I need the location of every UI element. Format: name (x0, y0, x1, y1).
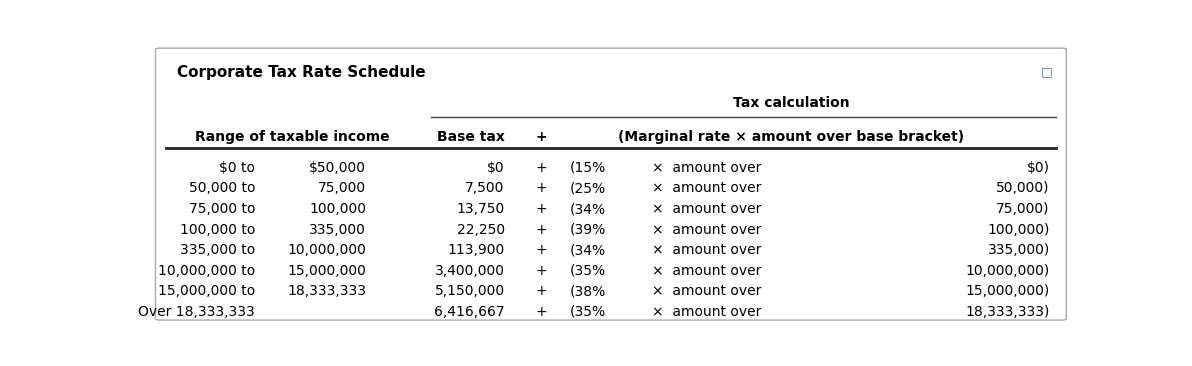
Text: 75,000: 75,000 (318, 182, 366, 195)
FancyBboxPatch shape (155, 48, 1067, 320)
Text: 113,900: 113,900 (447, 243, 504, 257)
Text: +: + (535, 284, 547, 298)
Text: (15%: (15% (570, 161, 606, 175)
Text: $50,000: $50,000 (309, 161, 366, 175)
Text: 22,250: 22,250 (457, 223, 504, 236)
Text: 100,000): 100,000) (987, 223, 1050, 236)
Text: 13,750: 13,750 (457, 202, 504, 216)
Text: (34%: (34% (570, 243, 606, 257)
Text: 7,500: 7,500 (465, 182, 504, 195)
Text: (25%: (25% (570, 182, 606, 195)
Text: +: + (535, 202, 547, 216)
Text: +: + (535, 243, 547, 257)
Text: 15,000,000: 15,000,000 (287, 264, 366, 278)
Text: ×  amount over: × amount over (652, 182, 762, 195)
Text: 5,150,000: 5,150,000 (435, 284, 504, 298)
Text: 50,000): 50,000) (997, 182, 1050, 195)
Text: 50,000 to: 50,000 to (188, 182, 255, 195)
Text: +: + (535, 223, 547, 236)
Text: (Marginal rate × amount over base bracket): (Marginal rate × amount over base bracke… (617, 130, 964, 144)
Text: 75,000 to: 75,000 to (188, 202, 255, 216)
Text: ×  amount over: × amount over (652, 305, 762, 319)
Text: Over 18,333,333: Over 18,333,333 (138, 305, 255, 319)
Text: Base tax: Base tax (436, 130, 504, 144)
Text: 10,000,000 to: 10,000,000 to (159, 264, 255, 278)
Text: 100,000 to: 100,000 to (180, 223, 255, 236)
Text: □: □ (1041, 65, 1053, 78)
Text: (35%: (35% (570, 264, 606, 278)
Text: 335,000): 335,000) (987, 243, 1050, 257)
Text: 10,000,000: 10,000,000 (287, 243, 366, 257)
Text: (35%: (35% (570, 305, 606, 319)
Text: +: + (535, 264, 547, 278)
Text: 100,000: 100,000 (309, 202, 366, 216)
Text: ×  amount over: × amount over (652, 161, 762, 175)
Text: +: + (535, 161, 547, 175)
Text: 18,333,333: 18,333,333 (287, 284, 366, 298)
Text: $0): $0) (1026, 161, 1050, 175)
Text: 10,000,000): 10,000,000) (966, 264, 1050, 278)
Text: Corporate Tax Rate Schedule: Corporate Tax Rate Schedule (176, 65, 426, 80)
Text: 18,333,333): 18,333,333) (966, 305, 1050, 319)
Text: (38%: (38% (570, 284, 606, 298)
Text: (39%: (39% (570, 223, 606, 236)
Text: ×  amount over: × amount over (652, 202, 762, 216)
Text: ×  amount over: × amount over (652, 243, 762, 257)
Text: 335,000: 335,000 (309, 223, 366, 236)
Text: +: + (535, 305, 547, 319)
Text: 75,000): 75,000) (997, 202, 1050, 216)
Text: 335,000 to: 335,000 to (180, 243, 255, 257)
Text: $0 to: $0 to (219, 161, 255, 175)
Text: 3,400,000: 3,400,000 (435, 264, 504, 278)
Text: ×  amount over: × amount over (652, 264, 762, 278)
Text: 15,000,000 to: 15,000,000 to (159, 284, 255, 298)
Text: $0: $0 (488, 161, 504, 175)
Text: ×  amount over: × amount over (652, 223, 762, 236)
Text: 6,416,667: 6,416,667 (434, 305, 504, 319)
Text: 15,000,000): 15,000,000) (966, 284, 1050, 298)
Text: +: + (535, 130, 547, 144)
Text: Tax calculation: Tax calculation (733, 96, 850, 110)
Text: +: + (535, 182, 547, 195)
Text: (34%: (34% (570, 202, 606, 216)
Text: Range of taxable income: Range of taxable income (194, 130, 390, 144)
Text: ×  amount over: × amount over (652, 284, 762, 298)
